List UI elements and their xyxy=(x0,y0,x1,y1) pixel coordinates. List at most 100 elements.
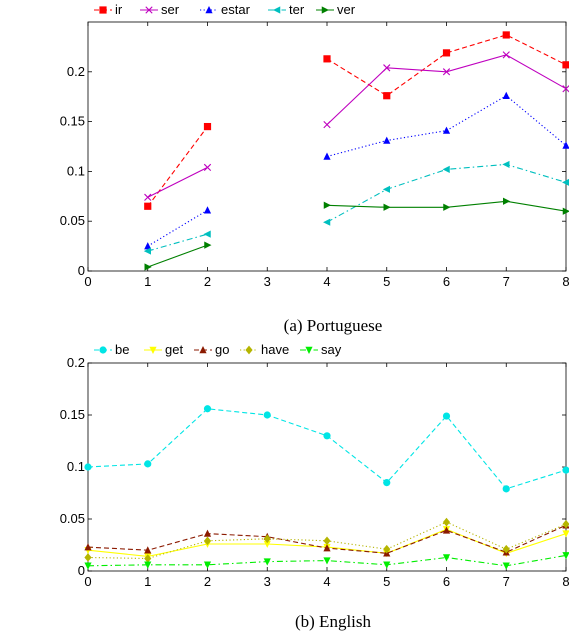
series-have xyxy=(84,517,569,563)
data-point-have xyxy=(442,517,451,527)
caption-english: (b) English xyxy=(295,612,372,631)
data-point-ver xyxy=(383,203,391,211)
legend-marker-get xyxy=(149,346,157,354)
series-line-ir xyxy=(147,126,208,207)
data-point-be xyxy=(263,411,271,419)
x-tick-label: 2 xyxy=(204,274,211,289)
x-tick-label: 2 xyxy=(204,574,211,589)
data-point-go xyxy=(84,543,92,551)
data-point-ter xyxy=(143,247,151,255)
series-line-estar xyxy=(147,209,208,247)
data-point-ver xyxy=(562,207,569,215)
data-point-say xyxy=(263,558,271,566)
panel-portuguese: 0 1 2 3 4 5 6 7 8 0 0.05 0.1 0.15 0.2 ir ser estar ter ver xyxy=(60,2,569,289)
data-point-go xyxy=(203,529,212,537)
data-point-ir xyxy=(144,202,152,210)
data-point-get xyxy=(562,530,569,538)
data-point-say xyxy=(442,554,451,562)
data-point-ter xyxy=(203,230,211,238)
series-be xyxy=(84,405,569,493)
data-point-estar xyxy=(323,152,331,160)
legend-item-be: be xyxy=(94,342,129,357)
y-tick-label: 0.2 xyxy=(67,64,85,79)
legend-label: get xyxy=(165,342,183,357)
series-line-ver xyxy=(147,244,208,268)
data-point-ver xyxy=(503,197,511,205)
data-point-ir xyxy=(203,122,212,131)
y-tick-label: 0.1 xyxy=(67,163,85,178)
x-tick-label: 8 xyxy=(562,274,569,289)
legend-label: ser xyxy=(161,2,180,17)
y-tick-label: 0 xyxy=(78,563,85,578)
series-line-ter xyxy=(326,163,567,223)
data-point-ser xyxy=(144,193,152,201)
x-tick-label: 5 xyxy=(383,574,390,589)
y-tick-label: 0 xyxy=(78,263,85,278)
legend-marker-be xyxy=(99,346,107,354)
y-tick-label: 0.1 xyxy=(67,459,85,474)
data-point-say xyxy=(562,552,569,560)
data-point-ser xyxy=(502,51,510,59)
legend-label: ir xyxy=(115,2,123,17)
data-point-be xyxy=(84,463,92,471)
data-point-go xyxy=(442,526,451,534)
data-point-be xyxy=(203,405,212,413)
data-point-have xyxy=(263,534,271,544)
data-point-ver xyxy=(144,263,152,271)
data-point-ter xyxy=(323,218,331,226)
data-point-estar xyxy=(442,126,451,134)
legend-label: say xyxy=(321,342,342,357)
data-point-have xyxy=(562,519,569,529)
data-point-say xyxy=(502,562,510,570)
data-point-ser xyxy=(442,68,451,76)
series-estar xyxy=(144,91,569,250)
legend-item-have: have xyxy=(240,342,289,357)
data-point-have xyxy=(84,553,92,562)
data-point-have xyxy=(144,554,152,563)
series-say xyxy=(84,552,569,570)
data-point-estar xyxy=(144,242,152,250)
data-point-ter xyxy=(562,178,569,186)
data-point-have xyxy=(203,536,212,546)
y-tick-label: 0.05 xyxy=(60,511,85,526)
data-point-estar xyxy=(502,91,510,99)
data-point-ir xyxy=(323,55,331,63)
legend-marker-ter xyxy=(273,6,281,14)
y-tick-label: 0.05 xyxy=(60,213,85,228)
legend-marker-estar xyxy=(205,6,213,14)
legend-item-ver: ver xyxy=(316,2,356,17)
data-point-be xyxy=(502,485,510,493)
x-tick-label: 6 xyxy=(443,274,450,289)
data-point-ver xyxy=(204,241,212,249)
legend-label: estar xyxy=(221,2,251,17)
data-point-be xyxy=(442,412,451,420)
x-tick-label: 4 xyxy=(323,574,330,589)
data-point-estar xyxy=(203,206,212,214)
data-point-ir xyxy=(502,31,510,39)
data-point-estar xyxy=(383,136,391,144)
series-line-ser xyxy=(326,54,567,125)
data-point-get xyxy=(263,540,271,548)
caption-portuguese: (a) Portuguese xyxy=(284,316,383,335)
data-point-go xyxy=(144,546,152,554)
data-point-go xyxy=(323,544,331,552)
x-tick-label: 3 xyxy=(264,574,271,589)
y-tick-label: 0.2 xyxy=(67,355,85,370)
data-point-say xyxy=(383,561,391,569)
data-point-be xyxy=(562,466,569,474)
data-point-ser xyxy=(203,163,212,172)
legend-label: have xyxy=(261,342,289,357)
legend: be get go have say xyxy=(94,342,342,357)
series-line-ir xyxy=(326,34,567,97)
data-point-ir xyxy=(562,61,569,69)
legend-item-ter: ter xyxy=(268,2,305,17)
data-point-ser xyxy=(562,85,569,93)
data-point-estar xyxy=(562,141,569,149)
series-line-ser xyxy=(147,166,208,198)
legend-label: be xyxy=(115,342,129,357)
legend-marker-ir xyxy=(99,6,107,14)
data-point-ir xyxy=(442,49,451,57)
legend-marker-ver xyxy=(321,6,329,14)
legend-marker-have xyxy=(245,345,253,355)
